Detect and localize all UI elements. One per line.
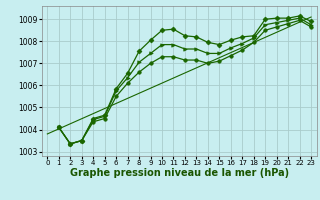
X-axis label: Graphe pression niveau de la mer (hPa): Graphe pression niveau de la mer (hPa) (70, 168, 289, 178)
